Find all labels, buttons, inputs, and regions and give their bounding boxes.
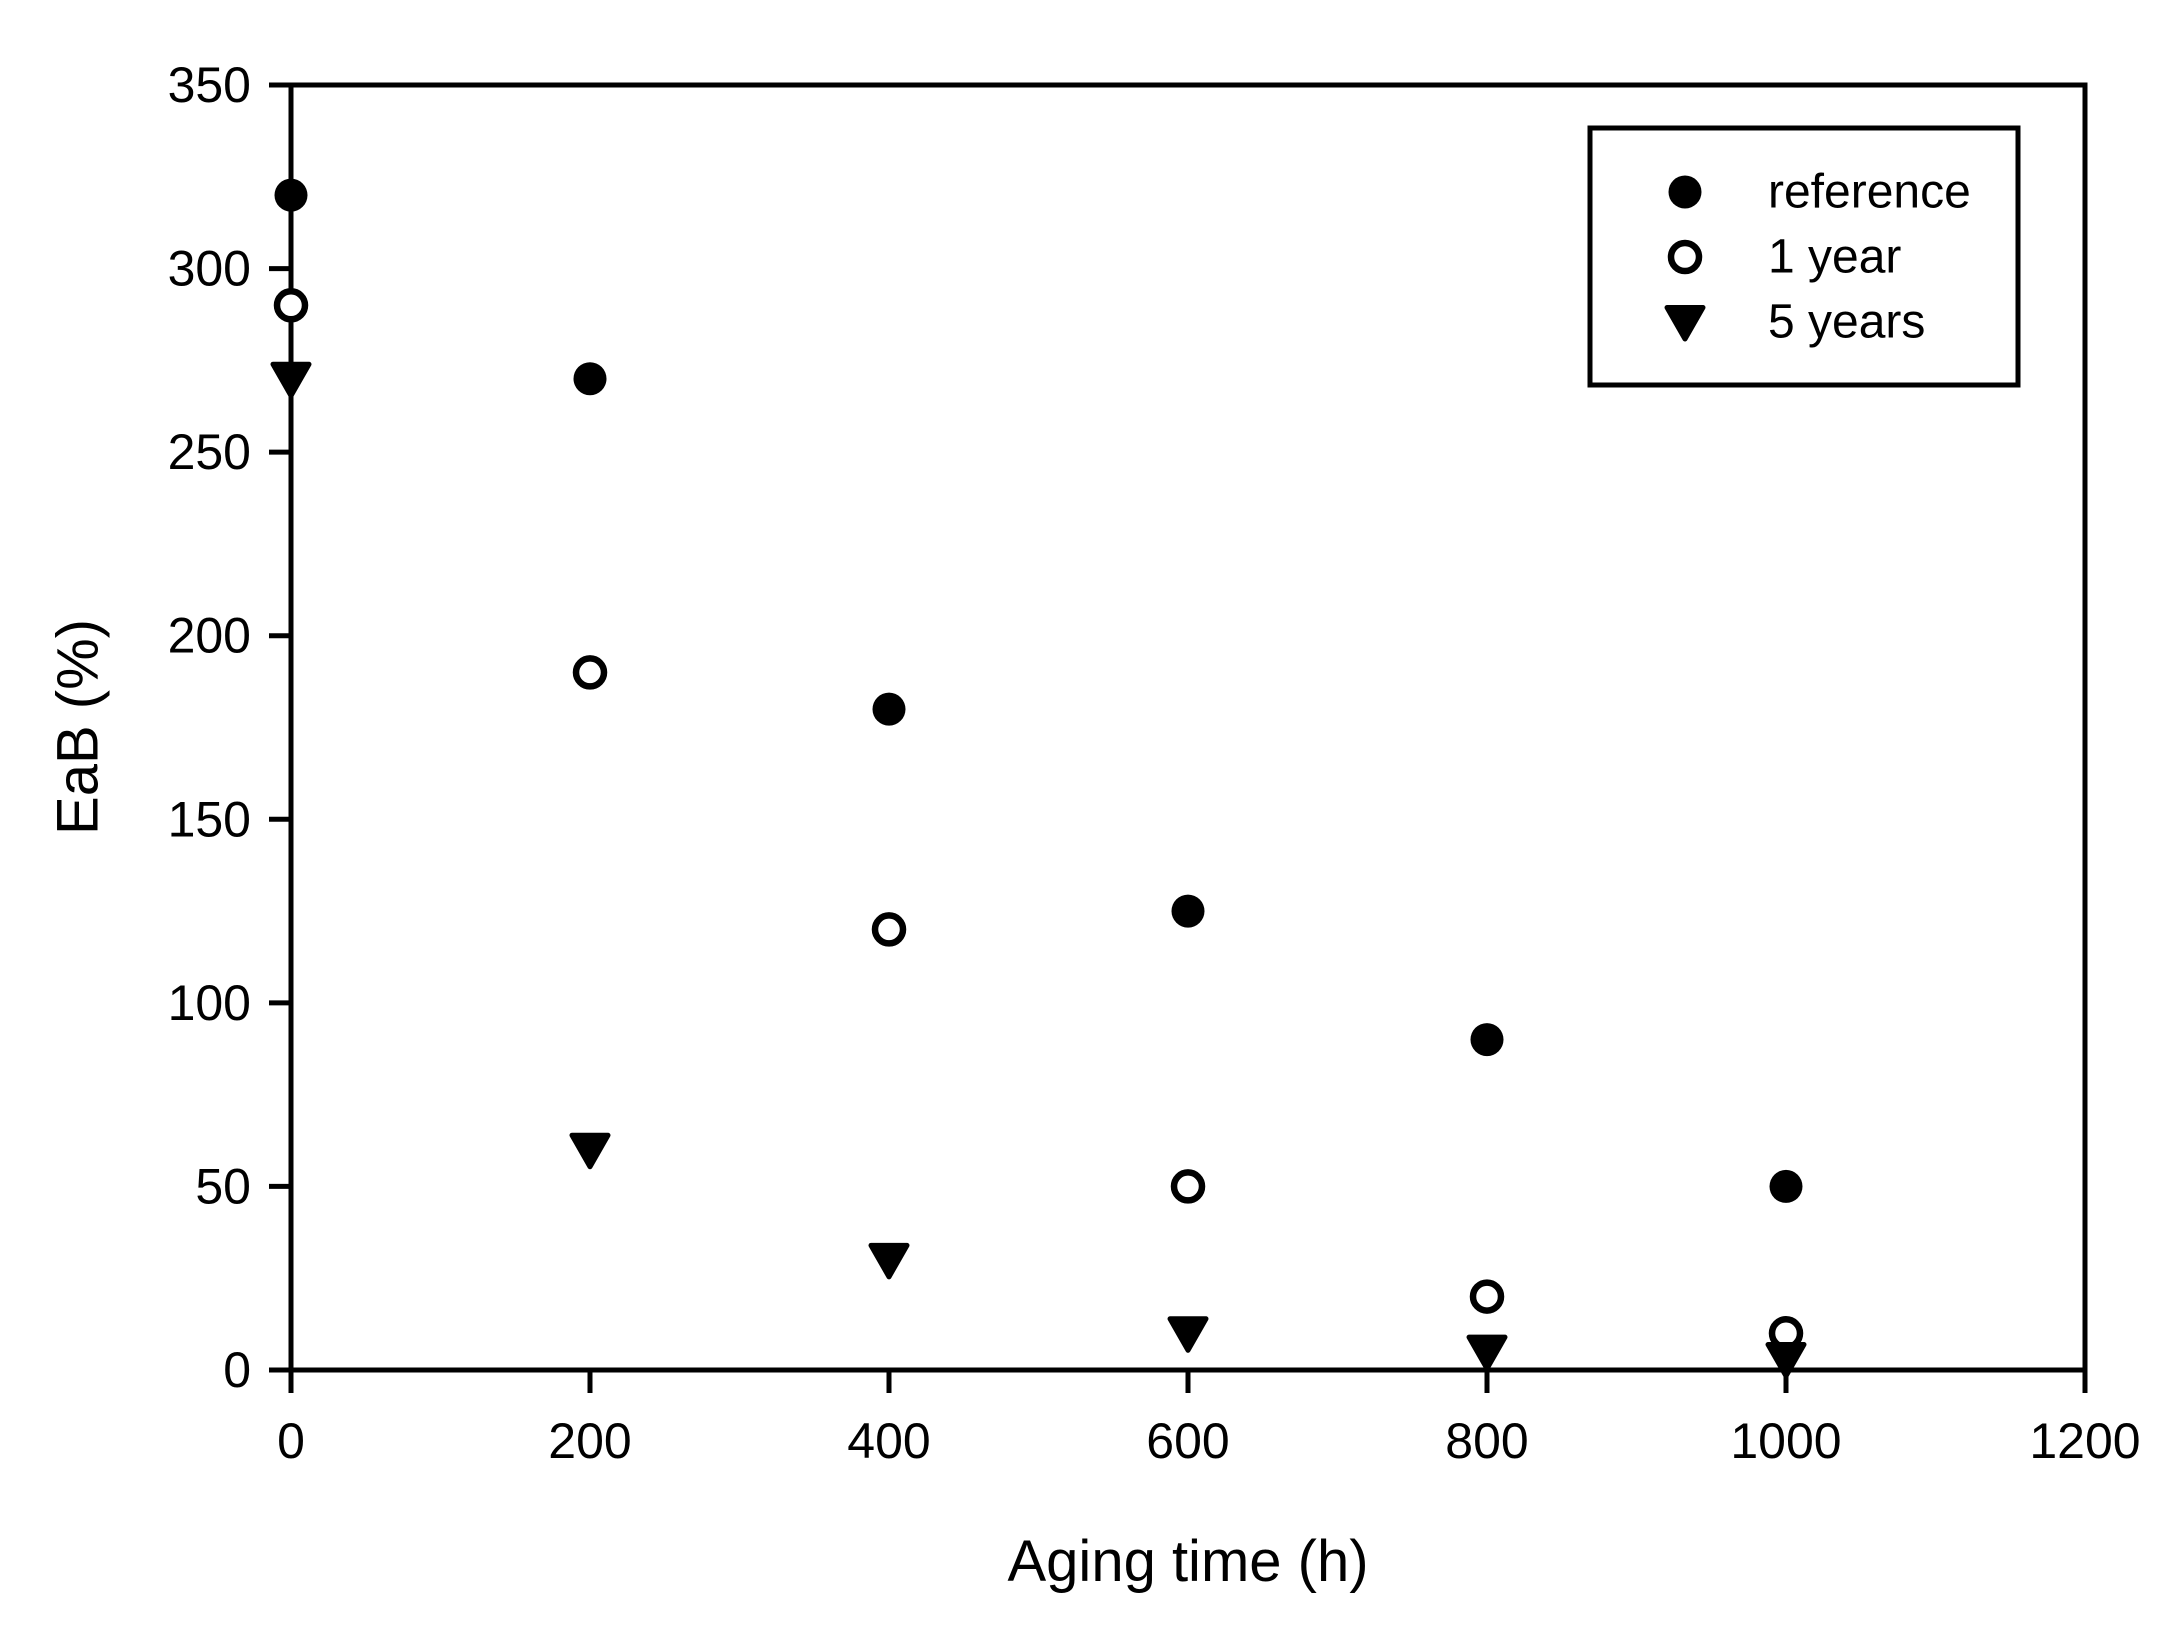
data-point-open-circle-icon bbox=[1170, 1169, 1206, 1204]
legend-box bbox=[1587, 125, 2021, 388]
data-point-filled-triangle-down-icon bbox=[1466, 1334, 1508, 1372]
legend-label: 1 year bbox=[1768, 231, 1901, 284]
data-point-open-circle-icon bbox=[572, 655, 608, 690]
y-tick-label: 50 bbox=[195, 1158, 251, 1214]
x-tick-label: 0 bbox=[277, 1413, 305, 1469]
data-point-open-circle-icon bbox=[1469, 1279, 1505, 1314]
data-point-filled-circle-icon bbox=[872, 692, 906, 726]
y-tick-label: 150 bbox=[168, 791, 251, 847]
legend-marker-filled-circle-icon bbox=[1668, 175, 1702, 209]
data-point-filled-circle-icon bbox=[274, 178, 308, 212]
x-tick-label: 400 bbox=[847, 1413, 930, 1469]
data-point-filled-triangle-down-icon bbox=[569, 1132, 611, 1170]
data-point-filled-circle-icon bbox=[1769, 1169, 1803, 1203]
data-point-filled-triangle-down-icon bbox=[1765, 1341, 1807, 1379]
x-tick-label: 800 bbox=[1445, 1413, 1528, 1469]
data-point-filled-triangle-down-icon bbox=[1167, 1316, 1209, 1353]
y-axis-title: EaB (%) bbox=[45, 619, 111, 835]
series-1-year bbox=[273, 288, 1804, 1351]
y-tick-label: 300 bbox=[168, 241, 251, 297]
data-point-open-circle-icon bbox=[871, 912, 907, 947]
x-tick-label: 1000 bbox=[1730, 1413, 1841, 1469]
series-5-years bbox=[270, 361, 1807, 1379]
y-tick-label: 350 bbox=[168, 57, 251, 113]
legend-marker-open-circle-icon bbox=[1667, 239, 1703, 275]
data-point-filled-triangle-down-icon bbox=[868, 1242, 910, 1280]
legend-item: 1 year bbox=[1667, 231, 1901, 284]
x-tick-label: 1200 bbox=[2029, 1413, 2140, 1469]
legend-label: reference bbox=[1768, 166, 1971, 219]
legend-item: reference bbox=[1668, 166, 1971, 219]
x-axis-title: Aging time (h) bbox=[1007, 1529, 1369, 1594]
legend-item: 5 years bbox=[1664, 296, 1925, 349]
legend-marker-filled-triangle-down-icon bbox=[1664, 305, 1706, 342]
data-point-filled-circle-icon bbox=[1470, 1023, 1504, 1057]
legend-label: 5 years bbox=[1768, 296, 1925, 349]
series-reference bbox=[274, 178, 1803, 1203]
y-tick-label: 250 bbox=[168, 424, 251, 480]
y-tick-label: 0 bbox=[223, 1342, 251, 1398]
y-tick-label: 100 bbox=[168, 975, 251, 1031]
data-point-open-circle-icon bbox=[273, 288, 309, 323]
y-tick-label: 200 bbox=[168, 608, 251, 664]
data-point-filled-circle-icon bbox=[1171, 894, 1205, 928]
x-tick-label: 200 bbox=[548, 1413, 631, 1469]
data-point-filled-circle-icon bbox=[573, 362, 607, 396]
data-point-filled-triangle-down-icon bbox=[270, 361, 312, 399]
x-tick-label: 600 bbox=[1146, 1413, 1229, 1469]
legend: reference 1 year 5 years bbox=[1587, 125, 2021, 388]
